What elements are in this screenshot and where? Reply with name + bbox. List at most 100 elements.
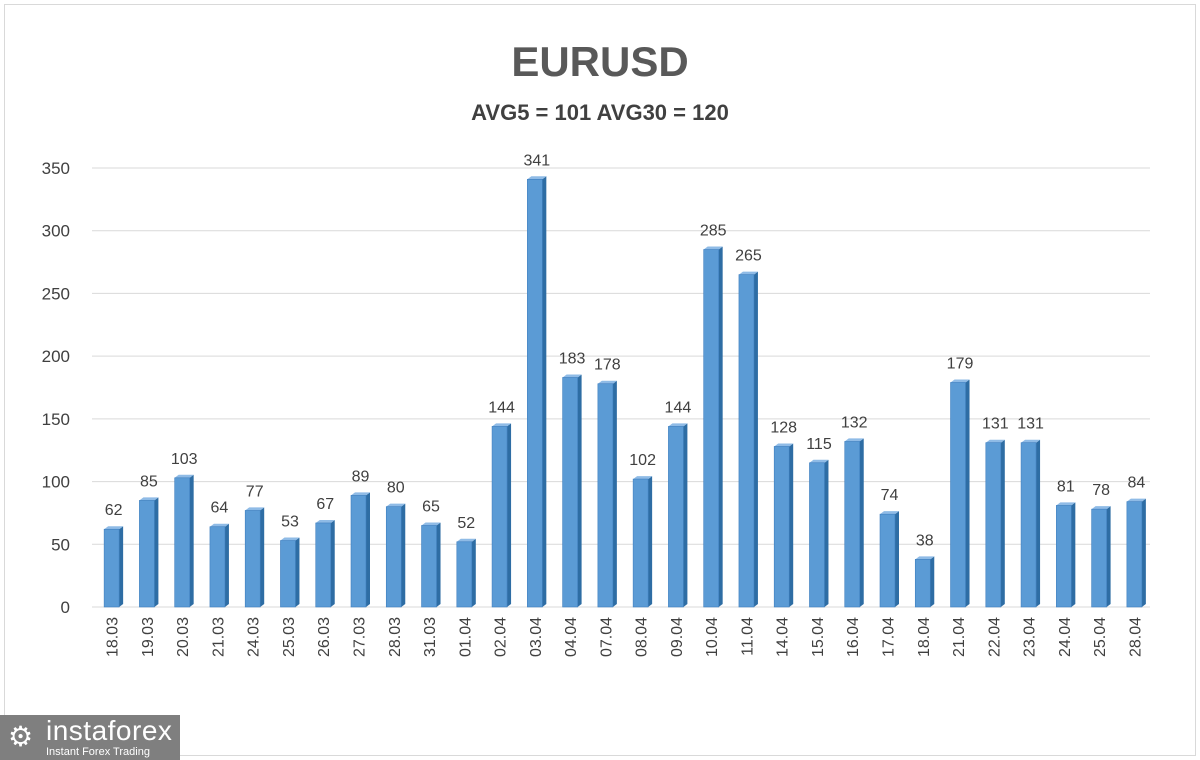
x-tick-label: 18.04 bbox=[916, 617, 933, 657]
bar-side bbox=[224, 523, 229, 607]
bar bbox=[174, 477, 190, 608]
bar-top bbox=[1021, 439, 1041, 443]
data-label: 115 bbox=[806, 436, 832, 453]
bar-side bbox=[471, 538, 476, 607]
bar bbox=[244, 510, 261, 608]
bar-side bbox=[154, 497, 159, 607]
bar bbox=[562, 377, 578, 608]
bar-side bbox=[401, 503, 406, 607]
y-tick-label: 300 bbox=[42, 222, 70, 241]
data-label: 85 bbox=[140, 473, 158, 490]
x-tick-label: 07.04 bbox=[598, 617, 615, 657]
bar-top bbox=[386, 503, 406, 507]
x-tick-label: 03.04 bbox=[528, 617, 545, 657]
x-tick-label: 21.04 bbox=[951, 617, 968, 657]
x-tick-label: 27.03 bbox=[352, 617, 369, 657]
bar bbox=[350, 495, 367, 608]
bar-top bbox=[174, 474, 194, 478]
bar bbox=[632, 478, 649, 608]
bar-side bbox=[1036, 439, 1041, 607]
bar-side bbox=[965, 379, 970, 607]
data-label: 178 bbox=[594, 357, 621, 374]
bar-top bbox=[1126, 498, 1146, 502]
bar-top bbox=[315, 519, 335, 523]
bar bbox=[668, 426, 684, 608]
bar-side bbox=[683, 423, 688, 607]
bar-side bbox=[895, 511, 899, 607]
x-tick-label: 01.04 bbox=[457, 617, 474, 657]
bar bbox=[315, 522, 332, 608]
bar-top bbox=[597, 380, 617, 384]
bar bbox=[491, 426, 508, 608]
y-tick-label: 200 bbox=[42, 347, 70, 366]
chart-subtitle: AVG5 = 101 AVG30 = 120 bbox=[471, 100, 729, 125]
bar-side bbox=[824, 459, 829, 607]
data-label: 341 bbox=[523, 152, 550, 169]
bar-top bbox=[1091, 506, 1111, 510]
bar-top bbox=[456, 538, 476, 542]
bar bbox=[738, 274, 755, 608]
data-label: 67 bbox=[316, 496, 334, 513]
y-tick-label: 50 bbox=[51, 535, 70, 554]
bar-side bbox=[718, 246, 723, 607]
x-tick-label: 24.04 bbox=[1057, 617, 1074, 657]
data-label: 179 bbox=[947, 355, 974, 372]
data-label: 65 bbox=[422, 498, 440, 515]
data-label: 81 bbox=[1057, 478, 1075, 495]
x-tick-label: 16.04 bbox=[845, 617, 862, 657]
bar-top bbox=[668, 423, 688, 427]
x-tick-label: 31.03 bbox=[422, 617, 439, 657]
data-label: 80 bbox=[387, 480, 405, 497]
bar bbox=[1056, 505, 1072, 608]
data-label: 265 bbox=[735, 248, 762, 265]
data-label: 53 bbox=[281, 514, 299, 531]
data-label: 183 bbox=[559, 350, 586, 367]
bar-side bbox=[1071, 502, 1076, 607]
bar-top bbox=[492, 423, 512, 427]
bar-top bbox=[280, 537, 300, 541]
bar-side bbox=[648, 476, 653, 607]
data-label: 89 bbox=[352, 468, 370, 485]
data-label: 131 bbox=[1017, 416, 1044, 433]
logo-tagline: Instant Forex Trading bbox=[46, 746, 150, 758]
x-tick-label: 02.04 bbox=[493, 617, 510, 657]
bar bbox=[209, 526, 226, 608]
data-label: 62 bbox=[105, 502, 123, 519]
bar-top bbox=[421, 522, 441, 526]
bar-top bbox=[562, 374, 582, 378]
bar-side bbox=[436, 522, 441, 607]
bar-top bbox=[774, 443, 794, 447]
x-tick-label: 28.03 bbox=[387, 617, 404, 657]
bar-top bbox=[139, 497, 159, 501]
x-tick-label: 09.04 bbox=[669, 617, 686, 657]
x-tick-label: 25.03 bbox=[281, 617, 298, 657]
bar-top bbox=[844, 438, 864, 442]
bar-side bbox=[930, 556, 935, 607]
x-tick-label: 18.03 bbox=[105, 617, 122, 657]
bar bbox=[703, 249, 719, 608]
data-label: 52 bbox=[457, 515, 475, 532]
bar bbox=[103, 528, 120, 608]
bar-side bbox=[366, 492, 370, 607]
x-tick-label: 25.04 bbox=[1092, 617, 1109, 657]
x-tick-label: 28.04 bbox=[1127, 617, 1144, 657]
bar-side bbox=[260, 507, 265, 607]
x-tick-label: 11.04 bbox=[739, 617, 756, 656]
bar bbox=[421, 525, 437, 608]
bar-top bbox=[527, 176, 547, 180]
gear-icon: ⚙ bbox=[8, 721, 34, 752]
bar-side bbox=[542, 176, 547, 607]
instaforex-logo: ⚙ instaforex Instant Forex Trading bbox=[0, 715, 180, 760]
bar-side bbox=[507, 423, 512, 607]
data-label: 128 bbox=[770, 419, 797, 436]
bar-top bbox=[1056, 502, 1076, 506]
x-tick-label: 19.03 bbox=[140, 617, 157, 657]
data-label: 74 bbox=[881, 487, 899, 504]
bar-top bbox=[985, 439, 1005, 443]
chart-frame bbox=[4, 4, 1196, 756]
bar bbox=[1126, 501, 1143, 608]
data-label: 78 bbox=[1092, 482, 1110, 499]
bar bbox=[527, 178, 543, 608]
bar bbox=[1020, 442, 1037, 608]
x-tick-label: 20.03 bbox=[175, 617, 192, 657]
